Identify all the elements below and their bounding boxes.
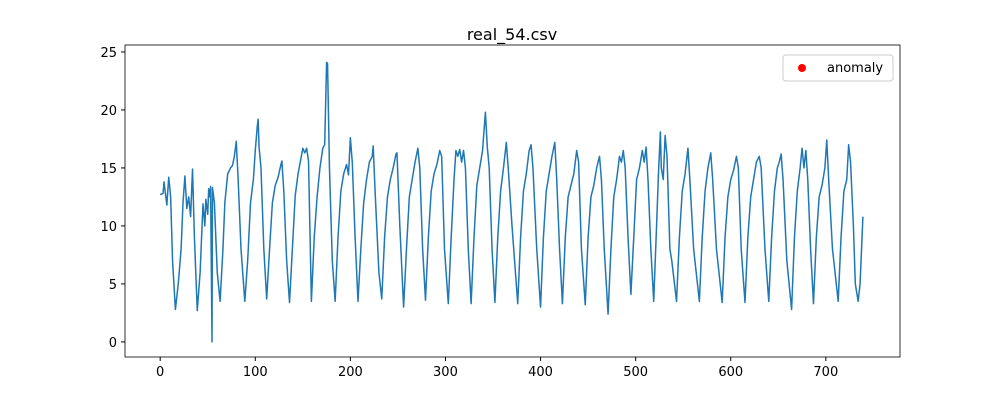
chart-title: real_54.csv <box>467 25 557 45</box>
plot-frame <box>124 44 901 358</box>
legend-box <box>782 54 894 82</box>
x-tick-label: 500 <box>623 365 648 380</box>
x-tick-label: 200 <box>338 365 363 380</box>
legend-marker <box>798 64 806 72</box>
y-tick-label: 5 <box>109 278 117 293</box>
y-tick-label: 20 <box>100 104 117 119</box>
x-tick-label: 700 <box>813 365 838 380</box>
x-tick-label: 300 <box>433 365 458 380</box>
y-tick-label: 0 <box>109 336 117 351</box>
x-tick-label: 400 <box>528 365 553 380</box>
legend: anomaly <box>782 54 894 82</box>
y-tick-label: 10 <box>100 220 117 235</box>
legend-label: anomaly <box>827 61 883 76</box>
x-tick-label: 600 <box>718 365 743 380</box>
y-tick-label: 25 <box>100 46 117 61</box>
y-tick-label: 15 <box>100 162 117 177</box>
x-tick-label: 0 <box>156 365 164 380</box>
x-tick-label: 100 <box>243 365 268 380</box>
line-series <box>159 61 864 343</box>
